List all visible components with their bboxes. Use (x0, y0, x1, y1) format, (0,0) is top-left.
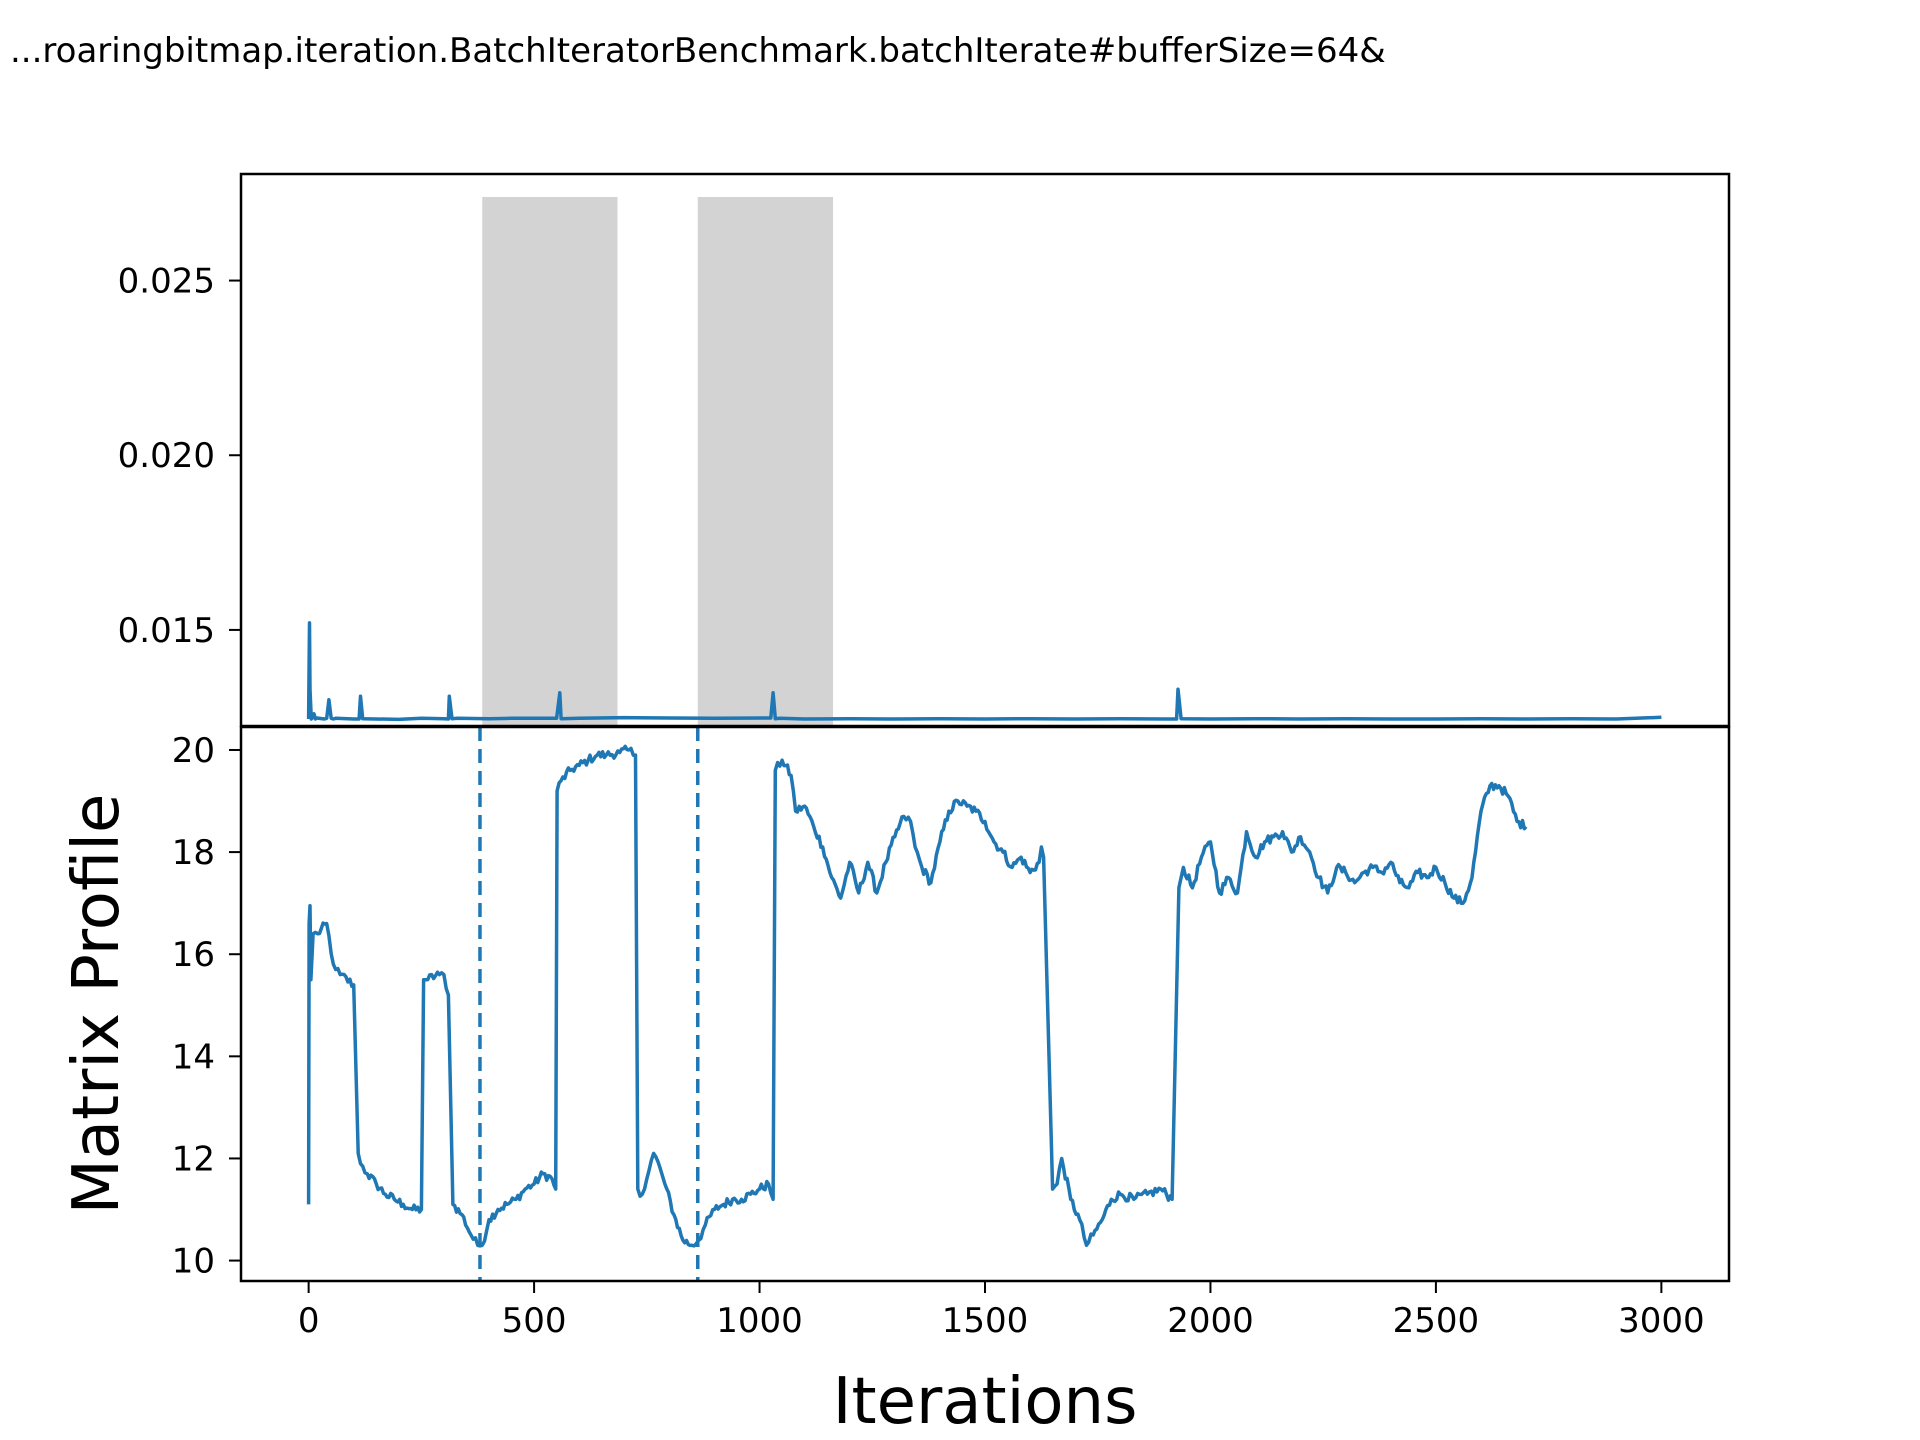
xtick-label: 2500 (1393, 1301, 1480, 1341)
bottom-ytick-label: 16 (172, 935, 215, 975)
xtick-label: 0 (298, 1301, 320, 1341)
shaded-region-2 (697, 197, 834, 726)
bottom-ytick-label: 14 (172, 1037, 215, 1077)
bottom-ytick-label: 18 (172, 833, 215, 873)
xtick-label: 1000 (716, 1301, 803, 1341)
xtick-label: 1500 (942, 1301, 1029, 1341)
top-ytick-label: 0.025 (118, 262, 215, 302)
bottom-panel-frame (239, 725, 1731, 1283)
bottom-ytick-label: 12 (172, 1139, 215, 1179)
matrix-profile-line (306, 744, 1528, 1248)
top-panel-frame (239, 172, 1731, 728)
bottom-ytick-label: 10 (172, 1242, 215, 1282)
x-axis-title: Iterations (833, 1365, 1138, 1439)
chart-title: ...roaringbitmap.iteration.BatchIterator… (10, 31, 1386, 71)
shaded-region-1 (482, 197, 618, 726)
bottom-ytick-label: 20 (172, 731, 215, 771)
top-series-line (306, 621, 1662, 722)
y-axis-title: Matrix Profile (60, 794, 134, 1215)
bottom-panel: 10 12 14 16 18 20 0 500 1000 1500 2000 2500 3000 (172, 725, 1731, 1341)
xtick-label: 2000 (1167, 1301, 1254, 1341)
xtick-label: 500 (502, 1301, 567, 1341)
xtick-label: 3000 (1618, 1301, 1705, 1341)
top-ytick-label: 0.020 (118, 436, 215, 476)
top-panel: 0.015 0.020 0.025 (118, 172, 1731, 728)
top-ytick-label: 0.015 (118, 611, 215, 651)
